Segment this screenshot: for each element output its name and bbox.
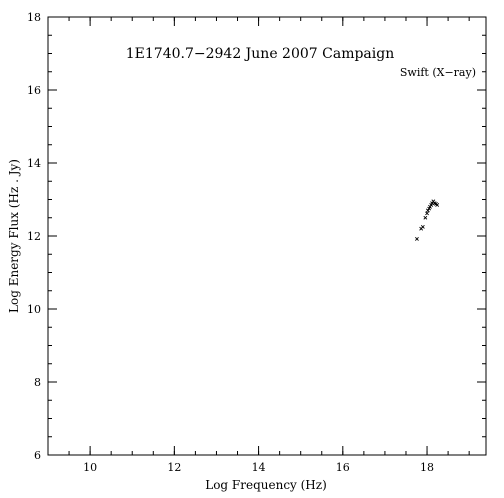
annotation-label: Swift (X−ray) — [400, 66, 476, 79]
y-axis-title: Log Energy Flux (Hz . Jy) — [7, 159, 21, 313]
chart-title: 1E1740.7−2942 June 2007 Campaign — [126, 46, 394, 62]
data-point — [420, 224, 425, 229]
x-tick-label: 14 — [252, 461, 266, 474]
x-tick-label: 12 — [167, 461, 181, 474]
x-tick-label: 10 — [83, 461, 97, 474]
data-point — [423, 215, 428, 220]
y-tick-label: 18 — [27, 11, 41, 24]
data-points — [415, 199, 440, 241]
x-tick-label: 18 — [420, 461, 434, 474]
data-point — [435, 203, 440, 207]
x-tick-label: 16 — [336, 461, 350, 474]
data-point — [415, 237, 419, 241]
y-tick-label: 14 — [27, 157, 41, 170]
data-point — [425, 211, 429, 216]
y-tick-label: 16 — [27, 84, 41, 97]
plot-frame — [47, 16, 487, 456]
x-axis-title: Log Frequency (Hz) — [205, 478, 327, 492]
axis-ticks: 10 12 14 16 18 6 8 10 12 14 16 18 — [27, 11, 486, 474]
y-tick-label: 12 — [27, 230, 41, 243]
y-tick-label: 6 — [34, 449, 41, 462]
y-tick-label: 8 — [34, 376, 41, 389]
y-tick-label: 10 — [27, 303, 41, 316]
